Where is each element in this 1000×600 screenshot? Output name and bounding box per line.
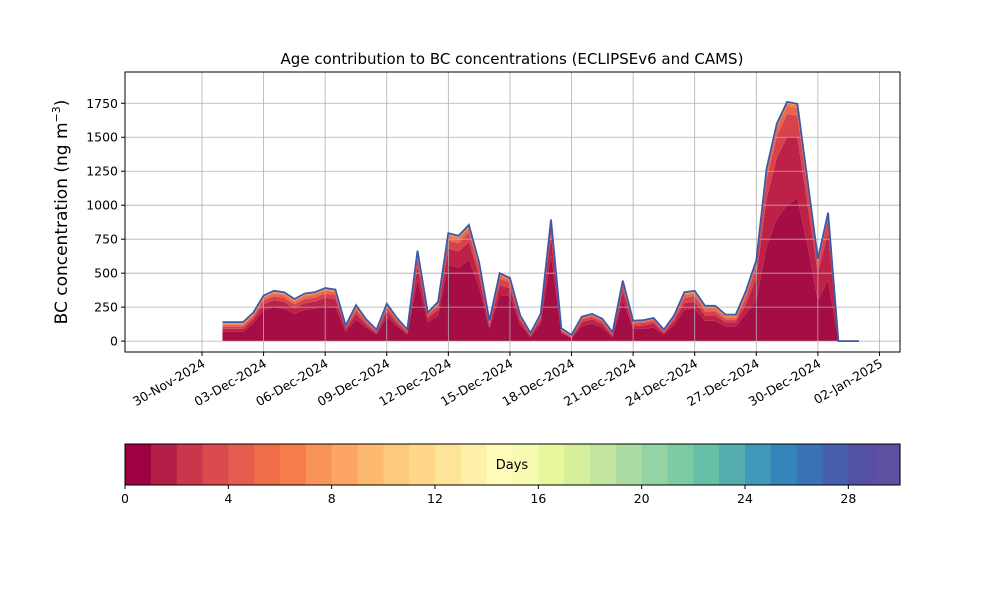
colorbar-ticks: 0 4 8 12 16 20 24 28 xyxy=(121,485,856,506)
colorbar-tick-label: 24 xyxy=(737,491,753,506)
plot-area: 0 250 500 750 1000 1250 1500 1750 30-Nov-202403… xyxy=(86,71,901,409)
colorbar-tick-label: 20 xyxy=(634,491,650,506)
colorbar-cell xyxy=(202,444,229,485)
y-axis: 0 250 500 750 1000 1250 1500 1750 xyxy=(86,96,125,349)
grid-lines xyxy=(125,72,900,352)
colorbar-tick-label: 8 xyxy=(328,491,336,506)
colorbar-cell xyxy=(331,444,359,485)
colorbar-tick-label: 28 xyxy=(840,491,856,506)
y-axis-label-close: ) xyxy=(52,100,72,107)
colorbar-cell xyxy=(357,444,384,485)
y-tick-label: 0 xyxy=(110,334,118,349)
colorbar-cell xyxy=(460,444,488,485)
y-tick-label: 1750 xyxy=(86,96,118,111)
colorbar-cell xyxy=(874,444,901,485)
colorbar: Days 0 4 8 12 16 20 24 28 xyxy=(121,443,901,506)
plot-frame xyxy=(124,71,901,353)
colorbar-frame xyxy=(124,443,901,486)
area-series-0 xyxy=(222,198,859,342)
y-tick-label: 750 xyxy=(94,232,118,247)
colorbar-cell xyxy=(770,444,798,485)
colorbar-cell xyxy=(305,444,333,485)
y-tick-label: 250 xyxy=(94,300,118,315)
colorbar-cell xyxy=(125,444,152,485)
colorbar-cell xyxy=(512,444,539,485)
chart-title: Age contribution to BC concentrations (E… xyxy=(281,50,744,68)
colorbar-cell xyxy=(719,444,746,485)
y-axis-label-exponent: −3 xyxy=(50,106,63,122)
y-axis-label: BC concentration (ng m−3) xyxy=(50,100,72,325)
colorbar-cell xyxy=(641,444,669,485)
y-tick-label: 500 xyxy=(94,266,118,281)
y-axis-label-text: BC concentration (ng m xyxy=(52,122,72,324)
colorbar-cell xyxy=(590,444,617,485)
colorbar-cell xyxy=(383,444,410,485)
colorbar-label: Days xyxy=(496,458,529,473)
colorbar-cell xyxy=(693,444,720,485)
colorbar-cell xyxy=(280,444,307,485)
colorbar-cell xyxy=(176,444,204,485)
colorbar-tick-label: 12 xyxy=(427,491,443,506)
colorbar-cell xyxy=(228,444,255,485)
colorbar-tick-label: 4 xyxy=(224,491,232,506)
colorbar-cell xyxy=(150,444,178,485)
colorbar-cell xyxy=(615,444,643,485)
colorbar-tick-label: 16 xyxy=(530,491,546,506)
y-tick-label: 1000 xyxy=(86,198,118,213)
y-tick-label: 1500 xyxy=(86,130,118,145)
colorbar-cell xyxy=(822,444,849,485)
stacked-areas xyxy=(222,101,859,342)
colorbar-cells xyxy=(125,444,901,485)
x-tick-label: 02-Jan-2025 xyxy=(811,356,885,407)
colorbar-cell xyxy=(745,444,772,485)
colorbar-cell xyxy=(564,444,591,485)
colorbar-cell xyxy=(409,444,436,485)
colorbar-cell xyxy=(667,444,694,485)
total-concentration-line xyxy=(222,100,859,343)
area-series-1 xyxy=(222,137,859,342)
colorbar-cell xyxy=(435,444,462,485)
y-tick-label: 1250 xyxy=(86,164,118,179)
colorbar-cell xyxy=(538,444,565,485)
colorbar-cell xyxy=(796,444,824,485)
colorbar-tick-label: 0 xyxy=(121,491,129,506)
x-axis: 30-Nov-202403-Dec-202406-Dec-202409-Dec-… xyxy=(130,352,885,409)
colorbar-cell xyxy=(254,444,281,485)
colorbar-cell xyxy=(486,444,514,485)
area-series-2 xyxy=(222,114,859,342)
colorbar-cell xyxy=(848,444,875,485)
